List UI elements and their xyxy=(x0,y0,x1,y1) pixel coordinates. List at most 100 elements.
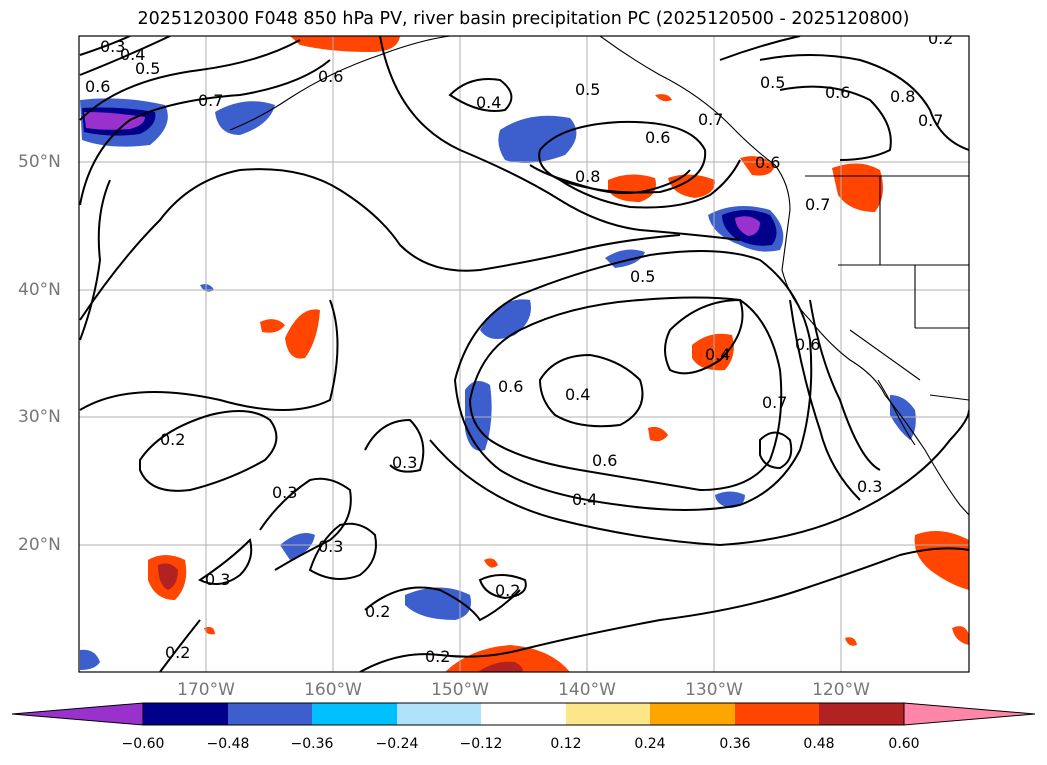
contour-label: 0.7 xyxy=(918,111,943,130)
lat-label: 40°N xyxy=(18,280,61,300)
pos-anomaly-wa xyxy=(832,163,884,212)
pos-anomaly-small-e xyxy=(204,626,215,635)
lon-label: 130°W xyxy=(685,680,743,700)
contour-north-0.6 xyxy=(79,39,301,121)
contour-label: 0.5 xyxy=(575,80,600,99)
colorbar-bin xyxy=(397,703,481,725)
contour-east-0.7 xyxy=(789,299,861,501)
contour-0.3-a xyxy=(259,477,352,571)
contour-0.3-b xyxy=(198,538,253,585)
contour-gulf-0.8b xyxy=(559,159,741,209)
contour-label: 0.2 xyxy=(425,647,450,666)
contour-label: 0.7 xyxy=(198,91,223,110)
contour-low-outer xyxy=(79,299,339,411)
pos-anomaly-sw-1-core xyxy=(158,563,178,590)
neg-anomaly-nw-peak xyxy=(84,112,145,130)
contour-0.2-left xyxy=(139,410,278,492)
contour-label: 0.8 xyxy=(575,167,600,186)
pos-anomaly-small-a xyxy=(484,558,498,568)
contour-label: 0.6 xyxy=(592,451,617,470)
contour-mid-big xyxy=(79,168,681,321)
colorbar xyxy=(11,702,1036,726)
contour-label: 0.7 xyxy=(762,393,787,412)
lat-label: 50°N xyxy=(18,152,61,172)
colorbar-extend-right xyxy=(903,702,1036,726)
contour-gulf-outer xyxy=(379,36,741,241)
neg-anomaly-sw xyxy=(80,649,100,670)
coastlines xyxy=(229,36,969,516)
contour-label: 0.7 xyxy=(805,195,830,214)
contour-north-right-0.6 xyxy=(719,36,801,61)
lon-label: 170°W xyxy=(177,680,235,700)
pos-anomaly-small-b xyxy=(655,94,672,102)
colorbar-bin xyxy=(819,703,904,725)
contour-label: 0.4 xyxy=(120,45,145,64)
contour-label: 0.6 xyxy=(85,77,110,96)
contour-low-0.5 xyxy=(453,250,813,511)
contour-0.2-small xyxy=(478,574,527,600)
contour-label: 0.3 xyxy=(272,483,297,502)
contour-label: 0.6 xyxy=(645,128,670,147)
contour-0.2-hawaii xyxy=(364,586,521,622)
pos-anomaly-bottom xyxy=(445,645,570,672)
colorbar-frame xyxy=(142,702,905,726)
contour-gulf-0.7 xyxy=(538,120,707,194)
lon-label: 120°W xyxy=(812,680,870,700)
contour-0.4-small xyxy=(448,78,513,112)
contour-low-0.7-inner xyxy=(759,431,793,470)
colorbar-tick-label: 0.60 xyxy=(888,736,920,752)
map-frame xyxy=(78,35,970,673)
contour-label: 0.3 xyxy=(205,570,230,589)
chart-title: 2025120300 F048 850 hPa PV, river basin … xyxy=(137,9,910,29)
contour-label: 0.5 xyxy=(630,267,655,286)
neg-anomaly-aleutian xyxy=(215,101,275,135)
neg-anomaly-oregon-peak xyxy=(735,216,760,236)
neg-anomaly-gulf xyxy=(498,115,577,164)
neg-anomaly-west-coast-1 xyxy=(480,299,531,339)
contour-north-right-0.8 xyxy=(759,54,969,151)
contour-low-0.4-inner xyxy=(538,353,644,428)
contour-0.2-sw xyxy=(159,619,201,672)
colorbar-bin xyxy=(312,703,397,725)
colorbar-tick-label: 0.24 xyxy=(634,736,666,752)
contour-label: 0.8 xyxy=(890,87,915,106)
pos-anomaly-mid-2 xyxy=(285,309,320,359)
contour-label: 0.6 xyxy=(498,377,523,396)
contour-0.2-bottom xyxy=(359,547,969,672)
alaska-panhandle-coast xyxy=(599,36,776,166)
contour-east-0.6 xyxy=(809,299,881,471)
colorbar-tick-label: −0.12 xyxy=(459,736,503,752)
contour-label: 0.6 xyxy=(825,83,850,102)
pos-anomaly-small-d xyxy=(845,637,857,646)
precip-shading xyxy=(80,36,969,672)
contour-north-top xyxy=(79,36,171,76)
colorbar-tick-label: 0.36 xyxy=(719,736,751,752)
contour-low-0.3 xyxy=(429,409,969,547)
contour-label: 0.2 xyxy=(165,643,190,662)
contour-label: 0.3 xyxy=(100,37,125,56)
contour-label: 0.2 xyxy=(928,29,953,48)
contour-north-0.5 xyxy=(79,36,131,56)
baja-coast xyxy=(877,379,916,446)
contour-label: 0.4 xyxy=(565,385,590,404)
north-america-coast xyxy=(774,164,969,516)
pv-contours xyxy=(79,36,969,672)
contour-label: 0.4 xyxy=(572,490,597,509)
colorbar-bin xyxy=(735,703,819,725)
contour-0.3-c xyxy=(308,522,377,580)
state-borders xyxy=(838,176,969,401)
contour-label: 0.3 xyxy=(392,453,417,472)
lon-label: 160°W xyxy=(304,680,362,700)
contour-0.3-d xyxy=(364,418,425,473)
colorbar-tick-label: −0.48 xyxy=(206,736,250,752)
contour-label: 0.2 xyxy=(160,430,185,449)
contour-north-0.7 xyxy=(79,59,331,206)
colorbar-bin xyxy=(481,703,566,725)
colorbar-extend-left xyxy=(11,702,144,726)
contour-labels: 0.3 0.4 0.5 0.6 0.7 0.6 0.4 0.5 0.6 0.8 … xyxy=(85,29,953,666)
contour-label: 0.3 xyxy=(857,477,882,496)
contour-low-0.6 xyxy=(468,296,783,492)
colorbar-bin xyxy=(650,703,735,725)
lat-label: 20°N xyxy=(18,535,61,555)
